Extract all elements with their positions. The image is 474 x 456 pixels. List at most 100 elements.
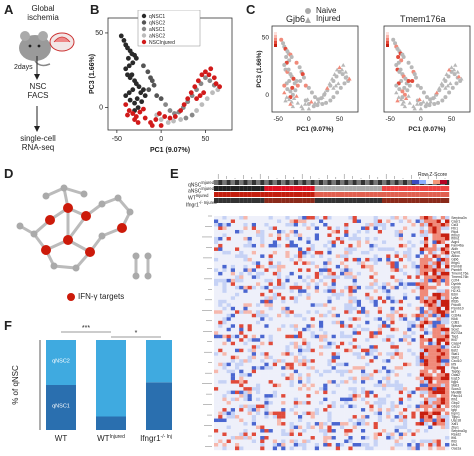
heatmap-cell — [386, 254, 391, 259]
heatmap-cell — [319, 390, 324, 395]
heatmap-cell — [386, 327, 391, 332]
heatmap-cell — [369, 278, 374, 283]
heatmap-cell — [264, 313, 269, 318]
heatmap-cell — [222, 338, 227, 342]
heatmap-cell — [394, 275, 399, 280]
annotation-cell — [344, 198, 349, 203]
x-tick-label: 0 — [307, 116, 311, 123]
heatmap-cell — [222, 443, 227, 447]
heatmap-cell — [310, 264, 315, 269]
annotation-cell — [340, 180, 345, 185]
heatmap-cell — [277, 397, 282, 402]
heatmap-cell — [323, 366, 328, 370]
heatmap-cell — [281, 306, 286, 311]
heatmap-cell — [436, 240, 441, 245]
heatmap-cell — [419, 369, 425, 374]
heatmap-cell — [403, 219, 408, 224]
heatmap-cell — [226, 373, 231, 377]
scatter-point — [290, 104, 296, 109]
heatmap-cell — [214, 432, 219, 437]
x-axis-label: PC1 (9.07%) — [150, 147, 190, 154]
heatmap-cell — [407, 401, 412, 405]
heatmap-cell — [306, 216, 311, 220]
heatmap-cell — [243, 334, 248, 339]
heatmap-cell — [356, 397, 362, 402]
heatmap-cell — [440, 436, 446, 440]
heatmap-cell — [344, 229, 349, 234]
scatter-point — [135, 105, 141, 110]
heatmap-cell — [243, 422, 248, 426]
legend-entry: qNSC1 — [149, 14, 165, 20]
heatmap-cell — [344, 331, 349, 335]
heatmap-cell — [272, 313, 278, 318]
heatmap-cell — [382, 422, 387, 426]
heatmap-cell — [356, 408, 362, 412]
heatmap-cell — [356, 317, 362, 321]
heatmap-cell — [407, 299, 412, 304]
heatmap-cell — [373, 425, 378, 430]
heatmap-cell — [214, 352, 219, 356]
heatmap-cell — [407, 219, 412, 224]
heatmap-cell — [264, 352, 269, 356]
heatmap-cell — [394, 222, 399, 227]
heatmap-cell — [436, 257, 441, 262]
heatmap-cell — [331, 324, 336, 328]
heatmap-cell — [432, 254, 437, 259]
annotation-cell — [331, 180, 336, 185]
heatmap-cell — [440, 233, 446, 238]
heatmap-cell — [214, 404, 219, 409]
heatmap-cell — [281, 348, 286, 353]
heatmap-cell — [281, 313, 286, 318]
heatmap-cell — [277, 331, 282, 335]
heatmap-cell — [344, 282, 349, 287]
heatmap-cell — [281, 243, 286, 248]
heatmap-cell — [260, 216, 265, 220]
legend-injured: Injured — [316, 14, 341, 23]
heatmap-cell — [277, 362, 282, 367]
heatmap-cell — [323, 278, 328, 283]
annotation-cell — [314, 198, 319, 203]
heatmap-cell — [415, 376, 420, 381]
heatmap-cell — [235, 436, 240, 440]
heatmap-cell — [235, 310, 240, 314]
heatmap-cell — [440, 359, 446, 363]
annotation-cell — [289, 186, 294, 191]
heatmap-cell — [281, 236, 286, 241]
heatmap-cell — [293, 310, 299, 314]
heatmap-cell — [373, 422, 378, 426]
legend-swatch — [141, 13, 147, 19]
heatmap-cell — [352, 264, 357, 269]
heatmap-cell — [277, 373, 282, 377]
heatmap-cell — [365, 432, 370, 437]
heatmap-cell — [373, 247, 378, 252]
heatmap-cell — [323, 439, 328, 444]
heatmap-cell — [302, 264, 307, 269]
heatmap-cell — [394, 355, 399, 360]
heatmap-cell — [323, 415, 328, 419]
heatmap-cell — [394, 278, 399, 283]
heatmap-cell — [239, 366, 244, 370]
heatmap-cell — [214, 411, 219, 416]
heatmap-cell — [436, 229, 441, 234]
heatmap-cell — [251, 432, 257, 437]
annotation-cell — [277, 180, 282, 185]
heatmap-cell — [214, 383, 219, 388]
annotation-cell — [432, 198, 437, 203]
heatmap-cell — [361, 257, 366, 262]
heatmap-cell — [298, 247, 303, 252]
heatmap-cell — [285, 369, 290, 374]
heatmap-cell — [289, 226, 294, 231]
heatmap-cell — [218, 415, 223, 419]
heatmap-cell — [352, 261, 357, 266]
heatmap-cell — [340, 254, 345, 259]
heatmap-cell — [214, 387, 219, 391]
heatmap-cell — [214, 345, 219, 349]
heatmap-cell — [386, 317, 391, 321]
heatmap-cell — [394, 418, 399, 423]
heatmap-cell — [352, 390, 357, 395]
heatmap-cell — [306, 275, 311, 280]
heatmap-cell — [377, 275, 383, 280]
heatmap-cell — [411, 229, 416, 234]
heatmap-cell — [272, 226, 278, 231]
heatmap-cell — [331, 296, 336, 301]
